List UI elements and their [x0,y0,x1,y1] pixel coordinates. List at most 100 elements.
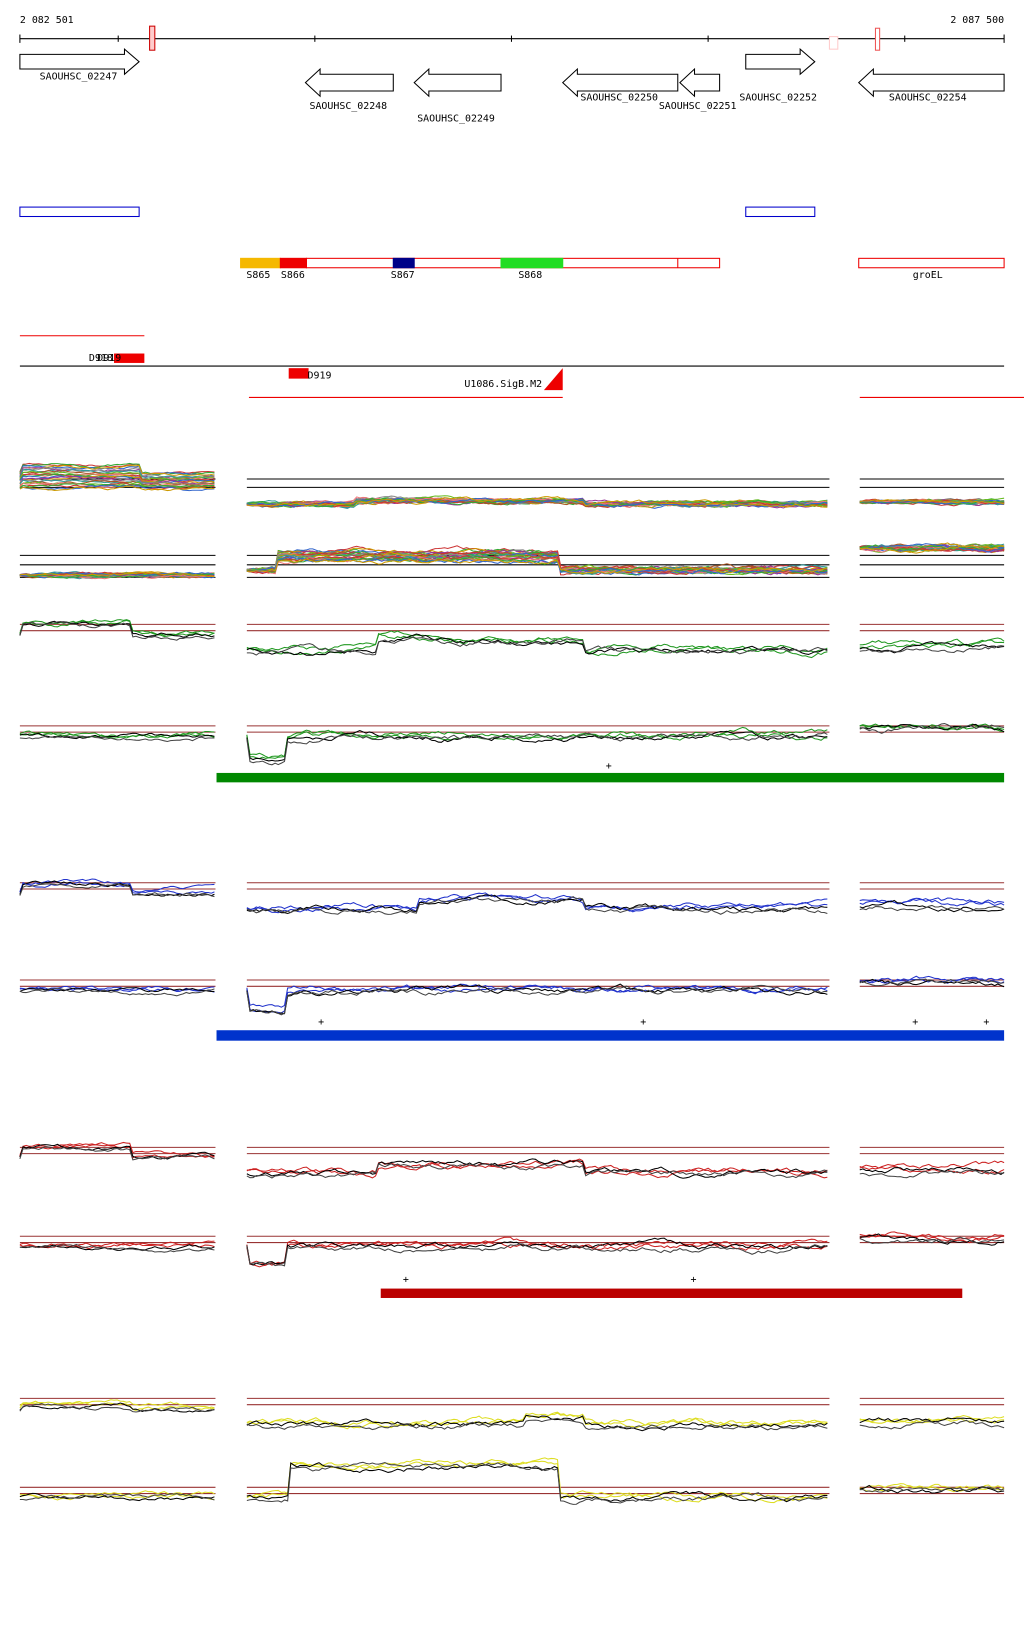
trace [246,729,828,759]
strand-mark: + [318,1017,324,1028]
expression-traces [19,462,1005,1505]
trace [859,499,1005,505]
trace [19,485,215,492]
trace [246,1414,828,1432]
trace [19,462,215,475]
trace [859,545,1005,551]
trace [246,896,828,915]
trace [246,1243,828,1267]
trace [859,975,1005,984]
trace [859,1483,1005,1493]
trace [19,1490,215,1498]
trace [19,571,215,578]
trace [19,735,215,742]
strand-bars [216,772,1005,1298]
gene-label: SAOUHSC_02248 [309,101,387,112]
strand-mark: + [912,1017,918,1028]
trace [19,987,215,993]
trace [19,883,215,898]
trace [19,732,215,739]
trace [19,464,215,477]
trace [19,468,215,480]
trace [19,484,215,492]
trace [246,1237,828,1266]
trace [246,496,828,508]
ruler [19,25,1005,51]
trace [19,1402,215,1413]
trace [246,1236,828,1266]
segment-label: S866 [281,270,305,281]
features [19,335,1024,398]
trace [246,1158,828,1179]
trace [246,1163,828,1179]
trace [246,1411,828,1430]
blue-boxes [19,206,816,218]
trace [19,985,215,992]
trace [246,984,828,1016]
segment-label: S868 [518,270,542,281]
trace [859,639,1005,648]
segment-label: S867 [391,270,415,281]
trace [859,544,1005,554]
trace [246,497,828,508]
trace [246,555,828,575]
trace [859,1231,1005,1244]
trace [859,1419,1005,1430]
trace [246,632,828,659]
trace [246,633,828,656]
trace [859,1160,1005,1171]
trace [19,1143,215,1159]
trace [19,470,215,481]
trace [19,1146,215,1161]
trace [859,637,1005,649]
trace [19,1244,215,1251]
trace [19,474,215,485]
feature-label: D919 [308,371,332,382]
trace [859,641,1005,654]
trace [246,1417,828,1431]
trace [859,1233,1005,1241]
trace [859,645,1005,653]
feature-label: U1086.SigB.M2 [464,379,542,390]
trace [246,558,828,575]
gene-label: SAOUHSC_02252 [739,92,817,103]
strand-mark: + [640,1017,646,1028]
trace [859,899,1005,913]
trace [19,621,215,641]
trace [19,987,215,997]
trace [246,556,828,575]
trace [859,1486,1005,1493]
gene-label: SAOUHSC_02247 [40,71,118,82]
segments [240,257,1005,269]
strand-mark: + [606,761,612,772]
trace [19,620,215,638]
trace [859,1236,1005,1245]
trace [19,1493,215,1501]
trace [859,1169,1005,1179]
trace [859,1415,1005,1424]
trace [859,1167,1005,1176]
trace [859,904,1005,913]
gene-arrows [19,48,1005,98]
trace [859,898,1005,907]
ruler-end: 2 087 500 [950,15,1004,26]
strand-mark: + [690,1274,696,1285]
gene-label: SAOUHSC_02250 [580,92,658,103]
trace [859,543,1005,553]
trace [246,892,828,913]
trace [246,550,828,574]
gene-label: SAOUHSC_02254 [889,92,967,103]
segment-label: S865 [246,270,270,281]
trace [246,1461,828,1505]
trace [859,897,1005,907]
trace [246,730,828,762]
trace [246,894,828,915]
trace [19,1243,215,1253]
trace [246,1462,828,1503]
trace [246,1460,828,1500]
trace [246,894,828,914]
trace [19,1492,215,1502]
segment-label: groEL [913,270,943,281]
trace [19,1402,215,1413]
